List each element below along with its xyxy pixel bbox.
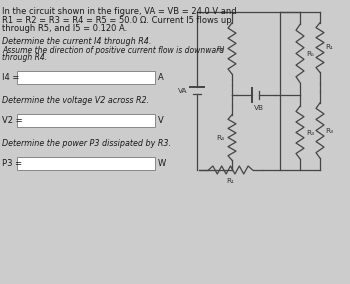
Text: I4 =: I4 = bbox=[2, 73, 19, 82]
Text: V2 =: V2 = bbox=[2, 116, 23, 125]
Text: V: V bbox=[158, 116, 164, 125]
Text: R₃: R₃ bbox=[306, 130, 314, 135]
Text: In the circuit shown in the figure, VA = VB = 24.0 V and: In the circuit shown in the figure, VA =… bbox=[2, 7, 237, 16]
FancyBboxPatch shape bbox=[17, 157, 155, 170]
Text: R₃: R₃ bbox=[325, 128, 333, 133]
Text: VB: VB bbox=[254, 105, 264, 111]
Text: through R5, and I5 = 0.120 A.: through R5, and I5 = 0.120 A. bbox=[2, 24, 127, 33]
Text: R₄: R₄ bbox=[216, 135, 224, 141]
Text: Determine the voltage V2 across R2.: Determine the voltage V2 across R2. bbox=[2, 96, 149, 105]
Text: R₁: R₁ bbox=[325, 44, 333, 50]
FancyBboxPatch shape bbox=[17, 114, 155, 127]
FancyBboxPatch shape bbox=[17, 71, 155, 84]
Text: R1 = R2 = R3 = R4 = R5 = 50.0 Ω. Current I5 flows up: R1 = R2 = R3 = R4 = R5 = 50.0 Ω. Current… bbox=[2, 16, 232, 24]
Text: A: A bbox=[158, 73, 164, 82]
Text: R₁: R₁ bbox=[226, 178, 235, 184]
Text: W: W bbox=[158, 159, 166, 168]
Text: R₂: R₂ bbox=[216, 45, 224, 51]
Text: Assume the direction of positive current flow is downward: Assume the direction of positive current… bbox=[2, 45, 224, 55]
Text: P3 =: P3 = bbox=[2, 159, 22, 168]
Text: Determine the power P3 dissipated by R3.: Determine the power P3 dissipated by R3. bbox=[2, 139, 171, 148]
Text: Determine the current I4 through R4.: Determine the current I4 through R4. bbox=[2, 37, 151, 45]
Text: VA: VA bbox=[177, 88, 187, 94]
Text: R₅: R₅ bbox=[306, 51, 314, 57]
Text: through R4.: through R4. bbox=[2, 53, 47, 62]
